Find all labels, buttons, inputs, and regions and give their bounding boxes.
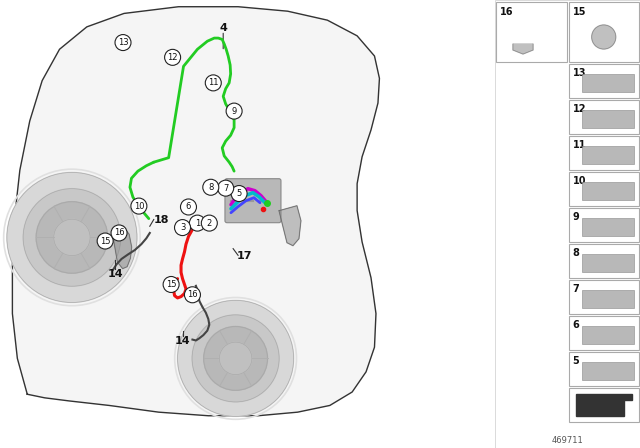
Text: 3: 3 (180, 223, 185, 232)
Circle shape (7, 172, 137, 302)
Bar (568, 244, 639, 278)
Text: 10: 10 (134, 202, 144, 211)
Text: 10: 10 (573, 176, 586, 186)
Text: 17: 17 (236, 251, 252, 261)
Text: 9: 9 (232, 107, 237, 116)
FancyBboxPatch shape (225, 179, 281, 223)
Text: 4: 4 (220, 23, 227, 33)
Text: 12: 12 (167, 53, 178, 62)
Text: 14: 14 (175, 336, 190, 346)
Bar (495, 0, 640, 448)
Text: 9: 9 (573, 212, 579, 222)
Circle shape (189, 215, 205, 231)
Bar (568, 64, 639, 98)
Text: 16: 16 (500, 7, 513, 17)
Circle shape (202, 215, 218, 231)
Polygon shape (513, 44, 533, 54)
Circle shape (163, 276, 179, 293)
Circle shape (175, 220, 191, 236)
Circle shape (115, 34, 131, 51)
Text: 5: 5 (236, 189, 242, 198)
Text: 16: 16 (114, 228, 124, 237)
Circle shape (131, 198, 147, 214)
Bar (568, 352, 639, 386)
Text: 13: 13 (573, 68, 586, 78)
Text: 7: 7 (223, 184, 228, 193)
Polygon shape (279, 206, 301, 246)
Bar (582, 146, 634, 164)
Bar (582, 110, 634, 128)
Text: 6: 6 (573, 320, 579, 330)
Text: 8: 8 (573, 248, 579, 258)
Bar (568, 2, 639, 62)
Text: 13: 13 (118, 38, 129, 47)
Bar (582, 182, 634, 200)
Text: 15: 15 (573, 7, 586, 17)
Circle shape (218, 180, 234, 196)
Text: 15: 15 (100, 237, 111, 246)
Circle shape (226, 103, 242, 119)
Circle shape (97, 233, 113, 249)
Text: 1: 1 (195, 219, 200, 228)
Bar (568, 280, 639, 314)
Text: 7: 7 (573, 284, 579, 294)
Bar (582, 74, 634, 92)
Bar (568, 208, 639, 242)
Circle shape (111, 225, 127, 241)
Circle shape (36, 202, 108, 273)
Circle shape (204, 327, 268, 390)
Circle shape (164, 49, 180, 65)
Bar (568, 316, 639, 350)
Circle shape (592, 25, 616, 49)
Text: 18: 18 (154, 215, 169, 225)
Bar (568, 100, 639, 134)
Circle shape (205, 75, 221, 91)
Text: 11: 11 (573, 140, 586, 150)
Bar (582, 362, 634, 380)
Circle shape (184, 287, 200, 303)
Bar (582, 290, 634, 308)
Text: 12: 12 (573, 104, 586, 114)
Bar (582, 218, 634, 236)
Bar (568, 172, 639, 206)
Text: 6: 6 (186, 202, 191, 211)
Circle shape (23, 189, 121, 286)
Bar (582, 254, 634, 272)
Circle shape (54, 219, 90, 256)
Text: 14: 14 (108, 269, 123, 279)
Circle shape (178, 301, 294, 416)
Bar (496, 2, 566, 62)
Circle shape (231, 185, 247, 202)
Text: 11: 11 (208, 78, 218, 87)
Polygon shape (112, 226, 132, 269)
Polygon shape (12, 7, 380, 416)
Circle shape (192, 315, 279, 402)
Text: 15: 15 (166, 280, 177, 289)
Text: 16: 16 (187, 290, 198, 299)
Bar (568, 388, 639, 422)
Polygon shape (575, 394, 632, 416)
Circle shape (220, 342, 252, 375)
Text: 5: 5 (573, 356, 579, 366)
Circle shape (203, 179, 219, 195)
Bar (582, 326, 634, 344)
Text: 469711: 469711 (552, 435, 584, 444)
Text: 8: 8 (208, 183, 214, 192)
Circle shape (180, 199, 196, 215)
Bar (568, 136, 639, 170)
Text: 2: 2 (207, 219, 212, 228)
